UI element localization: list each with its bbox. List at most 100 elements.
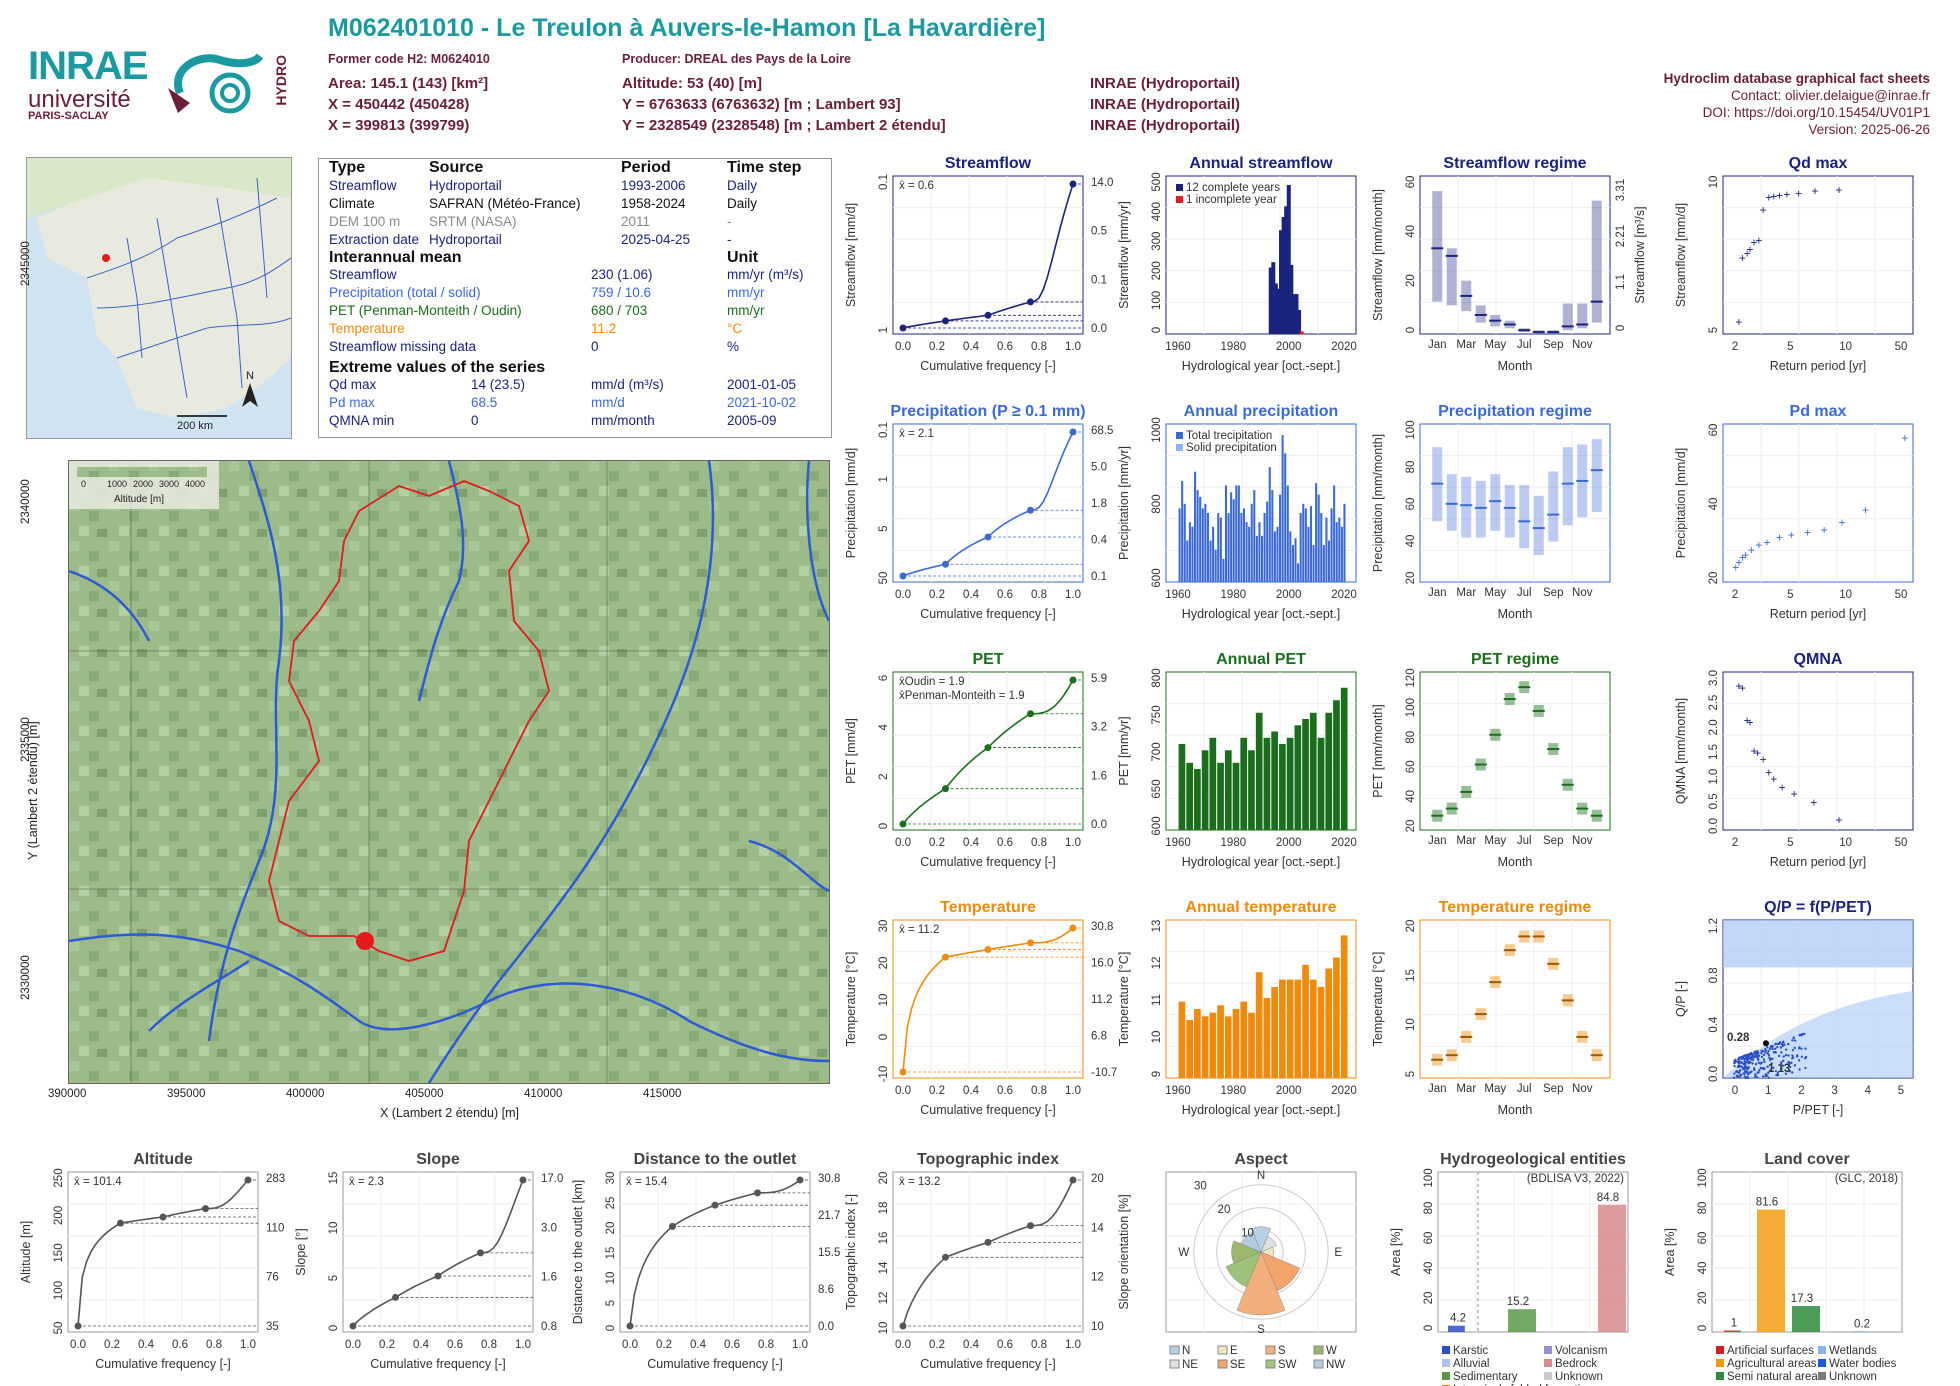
scatter-point: [1773, 1047, 1777, 1050]
scatter-point: +: [1821, 523, 1828, 537]
x-axis-label: Cumulative frequency [-]: [920, 1103, 1055, 1117]
y-tick: 30: [878, 920, 890, 933]
scatter-point: [1779, 1046, 1783, 1049]
plot-frame: [342, 1171, 534, 1333]
annual-bar: [1248, 750, 1255, 830]
annual-bar: [1271, 986, 1278, 1078]
y-tick: 3.0: [1708, 670, 1720, 686]
scatter-point: [1776, 1073, 1780, 1077]
aspect-label: W: [1178, 1247, 1189, 1259]
y-tick: 40: [1697, 1262, 1709, 1275]
x-axis-label: Cumulative frequency [-]: [920, 1357, 1055, 1371]
right-tick: 5.9: [1091, 673, 1107, 685]
x-tick: 0.8: [758, 1339, 774, 1351]
annual-bar: [1286, 485, 1289, 582]
y-tick: 40: [1405, 535, 1417, 548]
chart-altitude_cdf: Altitude Cumulative frequency [-] Altitude…: [19, 1151, 285, 1371]
x-tick: 0.4: [138, 1339, 155, 1351]
scatter-point: [1757, 1054, 1761, 1057]
legend-label: Unknown: [1555, 1371, 1603, 1383]
former-code: Former code H2: M0624010: [328, 52, 490, 66]
mean-row-u: mm/yr: [727, 285, 765, 300]
y-tick: 12: [878, 1292, 890, 1305]
annual-bar: [1281, 435, 1284, 582]
scatter-point: [1761, 1050, 1765, 1053]
right-tick: 14: [1091, 1222, 1104, 1234]
aspect-tick: 10: [1241, 1227, 1254, 1239]
scatter-point: [1791, 1056, 1795, 1059]
scatter-point: [1781, 1044, 1785, 1048]
extreme-heading: Extreme values of the series: [329, 359, 546, 376]
right-tick: 3.2: [1091, 722, 1107, 734]
info-row-t: DEM 100 m: [329, 214, 401, 229]
y-tick: 0: [878, 1034, 890, 1040]
scatter-point: [1780, 1067, 1783, 1070]
scatter-point: +: [1742, 548, 1749, 562]
north-label: N: [246, 370, 254, 382]
right-tick: 0.1: [1091, 274, 1107, 286]
scatter-point: [1772, 1051, 1776, 1054]
mean-row-u: %: [727, 339, 740, 354]
y-axis-label: Streamflow [mm/d]: [1674, 203, 1688, 307]
scatter-point: [1780, 1051, 1783, 1054]
plot-frame: [892, 919, 1084, 1079]
info-row-d: -: [727, 214, 732, 229]
x-axis-label: Cumulative frequency [-]: [920, 855, 1055, 869]
scatter-point: [1743, 1070, 1747, 1073]
x-tick: 0: [1732, 1085, 1738, 1097]
scatter-point: [1770, 1062, 1773, 1065]
scatter-point: +: [1735, 679, 1742, 693]
scatter-point: +: [1812, 184, 1819, 198]
annual-bar: [1232, 1009, 1240, 1078]
x-tick: 0.2: [929, 837, 945, 849]
annual-bar: [1263, 737, 1271, 830]
scatter-point: +: [1838, 515, 1845, 529]
annual-bar: [1194, 1009, 1201, 1078]
x-tick: 0.0: [895, 589, 911, 601]
scatter-point: +: [1791, 787, 1798, 801]
chart-qmna: QMNA Return period [yr] QMNA [mm/month] 0.0…: [1674, 651, 1914, 869]
annual-bar: [1217, 762, 1224, 830]
plot-frame: [1722, 423, 1914, 583]
plot-area: Precipitation regime Month Precipitation […: [1371, 403, 1611, 621]
plot-area: Slope Cumulative frequency [-] Slope [°] 0 5…: [294, 1151, 563, 1371]
annual-bar: [1232, 499, 1235, 582]
x-axis-label: Month: [1498, 1103, 1533, 1117]
chart-title: Precipitation regime: [1438, 403, 1592, 420]
x-tick: 0.6: [997, 341, 1013, 353]
scatter-point: [1755, 1076, 1759, 1079]
scatter-point: [1771, 1045, 1775, 1048]
y-tick: 100: [1405, 420, 1417, 439]
legend-label: 1 incomplete year: [1186, 194, 1277, 206]
scatter-point: [1790, 1061, 1793, 1064]
y-tick: 100: [1697, 1168, 1709, 1187]
annual-bar: [1209, 737, 1217, 830]
month-tick: Jan: [1428, 339, 1447, 351]
y-tick: 250: [53, 1168, 65, 1187]
annual-bar: [1178, 1001, 1186, 1078]
scatter-point: +: [1739, 681, 1746, 695]
x-axis-label: Return period [yr]: [1770, 359, 1867, 373]
y-tick: 0.8: [1708, 967, 1720, 983]
annual-bar: [1201, 1016, 1209, 1078]
legend-label: Wetlands: [1829, 1345, 1877, 1357]
legend-swatch: [1716, 1372, 1724, 1380]
y-axis-label: Area [%]: [1663, 1228, 1677, 1276]
extreme-row-u: mm/d: [591, 395, 625, 410]
y-tick: 30: [605, 1172, 617, 1185]
chart-title: Precipitation (P ≥ 0.1 mm): [890, 403, 1085, 420]
x-tick: 0.4: [963, 1085, 980, 1097]
annual-bar: [1291, 294, 1296, 334]
x-tick: 1980: [1221, 1085, 1247, 1097]
doi-link[interactable]: DOI: https://doi.org/10.15454/UV01P1: [1702, 105, 1930, 120]
legend-label: Sedimentary: [1453, 1371, 1518, 1383]
y-l2: Y = 2328549 (2328548) [m ; Lambert 2 éte…: [622, 117, 946, 134]
mean-label: x̄ = 101.4: [74, 1176, 122, 1188]
aspect-label: N: [1257, 1170, 1265, 1182]
y-tick: 200: [1151, 261, 1163, 280]
plot-area: Pd max Return period [yr] Precipitation [m…: [1674, 403, 1914, 621]
legend-label: NW: [1326, 1359, 1345, 1371]
y-tick: 1.2: [1708, 918, 1720, 934]
month-tick: Nov: [1572, 587, 1593, 599]
mean-row-u: mm/yr: [727, 303, 765, 318]
